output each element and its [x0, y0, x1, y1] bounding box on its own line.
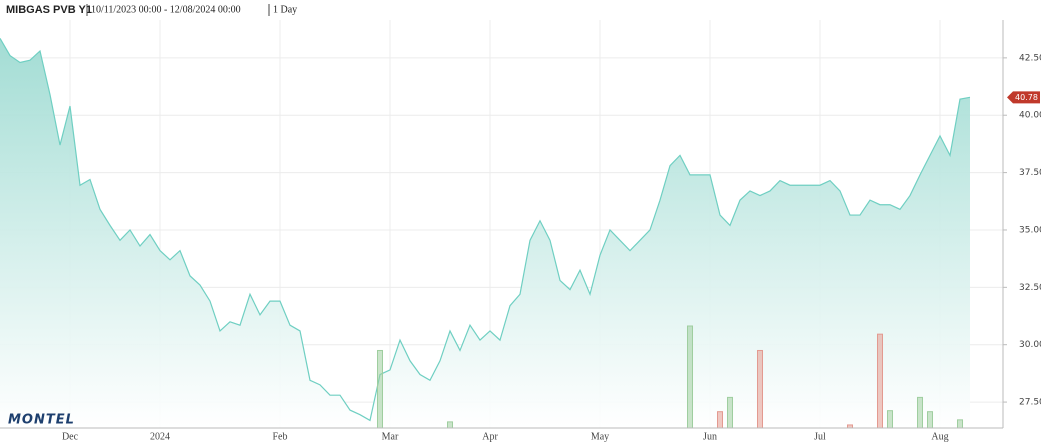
x-tick-label: Aug	[931, 431, 948, 442]
x-tick-label: Jul	[814, 431, 826, 442]
volume-bar	[877, 333, 883, 429]
y-tick-label: 40.00	[1019, 111, 1041, 121]
x-tick-label: Feb	[273, 431, 288, 442]
volume-bar	[917, 396, 923, 429]
volume-bar	[447, 421, 453, 429]
x-tick-label: Apr	[482, 431, 498, 442]
y-tick-label: 27.50	[1019, 398, 1041, 408]
x-tick-label: Mar	[382, 431, 399, 442]
y-tick-label: 35.00	[1019, 225, 1041, 235]
interval: 1 Day	[273, 4, 297, 15]
y-tick-label: 32.50	[1019, 283, 1041, 293]
volume-bar	[717, 411, 723, 429]
x-tick-label: Jun	[703, 431, 717, 442]
y-tick-label: 30.00	[1019, 340, 1041, 350]
last-value-flag	[1007, 91, 1040, 104]
volume-bar	[927, 411, 933, 429]
price-line	[0, 38, 971, 422]
volume-bar	[377, 349, 383, 429]
volume-bar	[727, 396, 733, 429]
x-tick-label: Dec	[62, 431, 79, 442]
chart-title: MIBGAS PVB Y1	[6, 4, 92, 16]
volume-bar	[757, 349, 763, 429]
volume-bar	[687, 325, 693, 429]
x-tick-label: 2024	[150, 431, 170, 442]
volume-bar	[887, 410, 893, 429]
x-tick-label: May	[591, 431, 609, 442]
chart-subtitle: 10/11/2023 00:00 - 12/08/2024 00:00	[91, 4, 241, 15]
volume-bar	[957, 419, 963, 429]
area-fill	[0, 38, 970, 429]
y-tick-label: 37.50	[1019, 168, 1041, 178]
plot	[0, 38, 971, 429]
y-tick-label: 42.50	[1019, 53, 1041, 63]
last-value-label: 40.78	[1015, 93, 1038, 102]
watermark: MONTEL	[8, 413, 75, 428]
